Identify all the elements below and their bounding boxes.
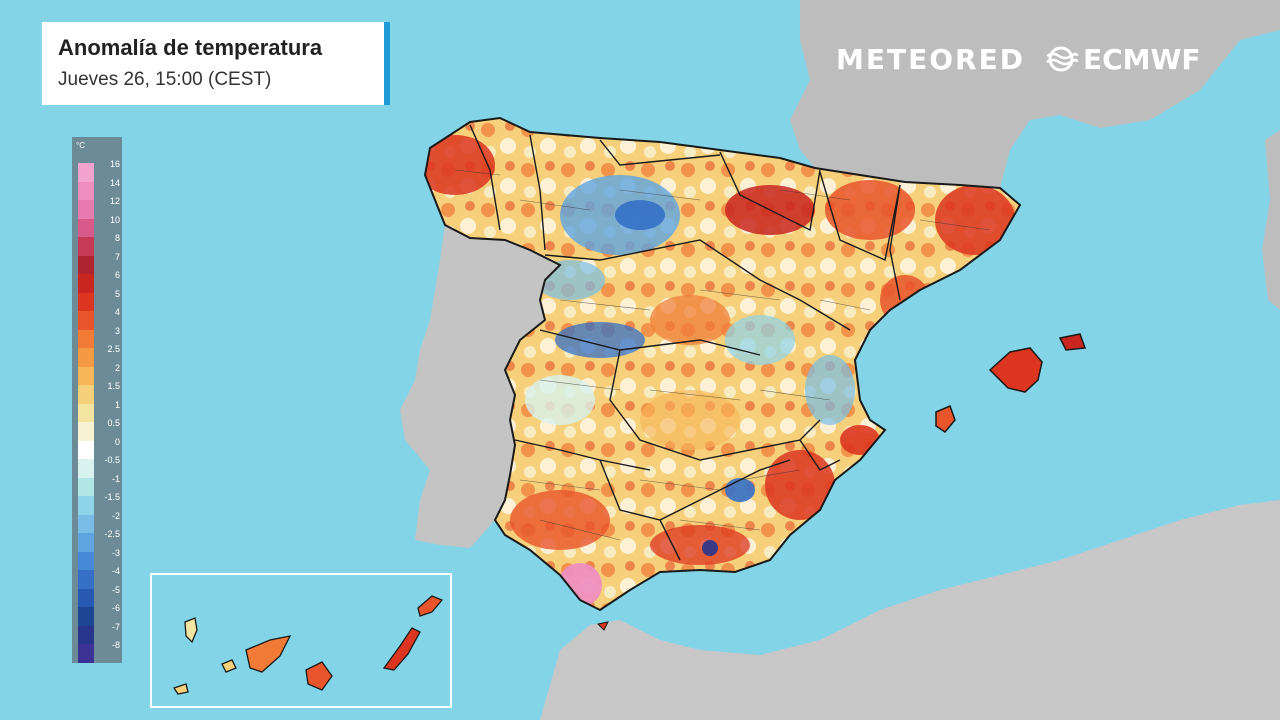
canary-islands-inset xyxy=(150,573,452,708)
legend-tick-label: 12 xyxy=(109,196,120,206)
legend-swatch xyxy=(78,440,94,459)
italy-edge xyxy=(1262,130,1280,310)
spain-coastline xyxy=(423,116,1022,612)
legend-tick-label: -2 xyxy=(111,510,120,521)
legend-tick-label: 7 xyxy=(114,251,120,262)
legend-tick-label: 6 xyxy=(114,270,120,280)
la-gomera xyxy=(221,659,237,673)
legend-tick-label: -4 xyxy=(111,566,120,576)
legend-swatch xyxy=(78,200,94,219)
legend-tick-label: 0 xyxy=(114,436,120,447)
ecmwf-logo: ECMWF xyxy=(1043,43,1201,76)
legend-tick-label: 0.5 xyxy=(107,418,120,428)
ecmwf-mark-icon xyxy=(1046,46,1079,72)
legend-swatch xyxy=(78,385,94,404)
province-borders xyxy=(454,169,991,541)
legend-tick-label: -7 xyxy=(111,621,120,632)
legend-swatch xyxy=(78,348,94,367)
legend-tick-label: 5 xyxy=(114,288,120,299)
legend-swatch xyxy=(78,514,94,533)
legend-swatch xyxy=(78,181,94,200)
legend-tick-label: 10 xyxy=(109,214,120,225)
tenerife xyxy=(245,635,292,673)
lanzarote xyxy=(417,595,444,617)
legend-unit: °C xyxy=(76,141,85,150)
canary-islands xyxy=(172,595,444,695)
menorca xyxy=(1058,333,1087,351)
legend-color-bar xyxy=(78,163,94,663)
legend-tick-label: 3 xyxy=(114,325,120,336)
legend-swatch xyxy=(78,570,94,589)
legend-tick-label: 1.5 xyxy=(107,381,120,391)
legend-swatch xyxy=(78,237,94,256)
color-legend: °C 16 14 12 10 8 7 6 5 4 3 2.5 2 1.5 1 0.5 0 -0.5 -1 -1.5 -… xyxy=(72,137,122,663)
legend-tick-label: 14 xyxy=(109,177,120,188)
legend-tick-label: -5 xyxy=(111,584,120,595)
balearic-islands xyxy=(935,333,1087,433)
legend-swatch xyxy=(78,218,94,237)
legend-swatch xyxy=(78,255,94,274)
ceuta xyxy=(596,621,609,631)
legend-swatch xyxy=(78,551,94,570)
map-subtitle: Jueves 26, 15:00 (CEST) xyxy=(58,69,272,90)
legend-swatch xyxy=(78,163,94,182)
legend-swatch xyxy=(78,588,94,607)
legend-tick-label: -8 xyxy=(111,640,120,650)
legend-swatch xyxy=(78,366,94,385)
legend-swatch xyxy=(78,422,94,441)
france-landmass xyxy=(790,0,1280,188)
legend-swatch xyxy=(78,403,94,422)
legend-labels: 16 14 12 10 8 7 6 5 4 3 2.5 2 1.5 1 0.5 0 -0.5 -1 -1.5 -2 -2… xyxy=(96,159,120,663)
meteored-logo: METEORED xyxy=(836,42,1025,76)
legend-swatch xyxy=(78,459,94,478)
title-box: Anomalía de temperatura Jueves 26, 15:00… xyxy=(42,22,390,105)
el-hierro xyxy=(172,683,189,695)
legend-tick-label: 16 xyxy=(109,159,120,169)
legend-swatch xyxy=(78,607,94,626)
legend-tick-label: 2 xyxy=(114,362,120,373)
legend-swatch xyxy=(78,644,94,663)
fuerteventura xyxy=(382,627,421,671)
mallorca xyxy=(988,347,1043,393)
legend-tick-label: -1 xyxy=(111,473,120,484)
legend-tick-label: 4 xyxy=(114,307,120,317)
legend-swatch xyxy=(78,625,94,644)
legend-tick-label: -3 xyxy=(111,547,120,558)
legend-tick-label: -1.5 xyxy=(104,492,120,502)
ecmwf-text: ECMWF xyxy=(1082,42,1201,76)
legend-tick-label: 1 xyxy=(114,399,120,410)
north-africa-landmass xyxy=(540,500,1280,720)
legend-swatch xyxy=(78,496,94,515)
legend-swatch xyxy=(78,274,94,293)
region-borders xyxy=(469,124,901,561)
legend-swatch xyxy=(78,533,94,552)
legend-tick-label: 2.5 xyxy=(107,344,120,354)
la-palma xyxy=(184,617,198,644)
ibiza xyxy=(935,404,956,433)
gran-canaria xyxy=(305,661,333,691)
legend-tick-label: -6 xyxy=(111,603,120,613)
legend-swatch xyxy=(78,292,94,311)
legend-tick-label: -2.5 xyxy=(104,529,120,539)
legend-tick-label: 8 xyxy=(114,233,120,243)
legend-swatch xyxy=(78,329,94,348)
portugal-landmass xyxy=(400,225,560,548)
legend-swatch xyxy=(78,477,94,496)
logos: METEORED ECMWF xyxy=(836,42,1201,76)
legend-tick-label: -0.5 xyxy=(104,455,120,465)
legend-swatch xyxy=(78,311,94,330)
map-title: Anomalía de temperatura xyxy=(58,35,323,60)
